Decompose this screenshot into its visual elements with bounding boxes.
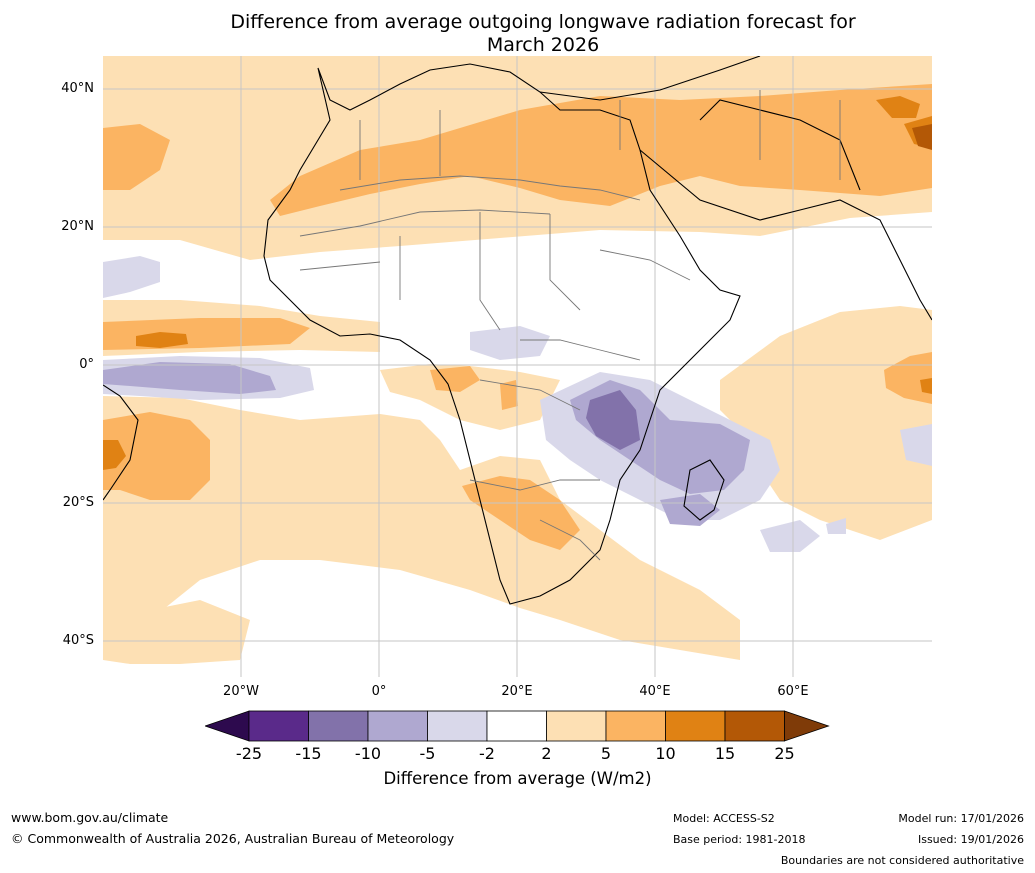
map-svg — [103, 56, 932, 677]
colorbar-title: Difference from average (W/m2) — [383, 769, 652, 788]
colorbar-tick-label: -2 — [479, 744, 495, 763]
footer-issued: Issued: 19/01/2026 — [917, 833, 1024, 846]
colorbar-tick-label: 15 — [714, 744, 736, 763]
map-title-line-2: March 2026 — [486, 34, 600, 56]
footer-model: Model: ACCESS-S2 — [673, 812, 775, 825]
colorbar-segment — [605, 710, 666, 742]
lon-label-20w: 20°W — [223, 684, 259, 699]
footer-disclaimer: Boundaries are not considered authoritat… — [780, 854, 1024, 867]
colorbar-segment — [248, 710, 309, 742]
colorbar-segment — [665, 710, 726, 742]
colorbar-tick-label: 25 — [774, 744, 795, 763]
lon-label-40e: 40°E — [639, 684, 671, 699]
lon-label-60e: 60°E — [777, 684, 809, 699]
footer-base-period: Base period: 1981-2018 — [673, 833, 806, 846]
colorbar-segment — [427, 710, 488, 742]
anomaly-negative-strong — [586, 390, 640, 450]
colorbar-tick-label: -10 — [354, 744, 382, 763]
lon-label-0: 0° — [371, 684, 387, 699]
footer-copyright: © Commonwealth of Australia 2026, Austra… — [11, 831, 455, 846]
colorbar-tick-label: 5 — [600, 744, 612, 763]
coastlines — [103, 56, 932, 605]
lat-label-equator: 0° — [79, 357, 94, 372]
colorbar-segment — [486, 710, 547, 742]
lon-label-20e: 20°E — [501, 684, 533, 699]
footer-website: www.bom.gov.au/climate — [11, 810, 169, 825]
colorbar-segment — [308, 710, 369, 742]
lat-label-40s: 40°S — [62, 633, 94, 648]
colorbar-segment — [546, 710, 607, 742]
colorbar-extension-low — [205, 710, 250, 742]
lat-label-20s: 20°S — [62, 495, 94, 510]
forecast-map — [103, 56, 932, 677]
map-title-line-1: Difference from average outgoing longwav… — [230, 11, 856, 33]
colorbar-tick-label: -5 — [419, 744, 436, 763]
colorbar-segment — [724, 710, 785, 742]
footer-model-run: Model run: 17/01/2026 — [898, 812, 1024, 825]
colorbar-tick-label: 2 — [541, 744, 552, 763]
colorbar-segment — [367, 710, 428, 742]
anomaly-positive-very-strong — [912, 124, 932, 150]
colorbar-tick-label: 10 — [655, 744, 676, 763]
country-boundaries — [299, 90, 841, 561]
lat-label-40n: 40°N — [61, 81, 94, 96]
colorbar-tick-label: -15 — [295, 744, 322, 763]
graticule — [103, 56, 932, 677]
colorbar — [205, 710, 830, 742]
lat-label-20n: 20°N — [61, 219, 94, 234]
colorbar-tick-label: -25 — [235, 744, 263, 763]
colorbar-extension-high — [784, 710, 830, 742]
